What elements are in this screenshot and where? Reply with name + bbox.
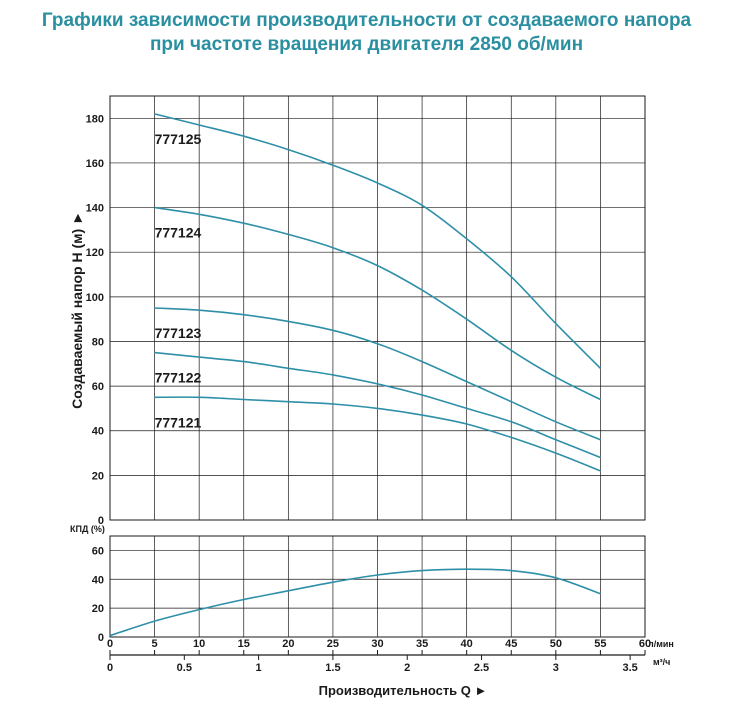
efficiency-y-tick-label: 40 xyxy=(92,574,104,586)
x-primary-tick-label: 25 xyxy=(327,638,339,650)
chart-title-line-1: Графики зависимости производительности о… xyxy=(41,10,692,31)
series-label-777121: 777121 xyxy=(155,414,202,430)
head-y-tick-label: 80 xyxy=(92,336,104,348)
x-primary-tick-label: 10 xyxy=(193,638,205,650)
x-primary-unit: л/мин xyxy=(648,639,674,649)
x-secondary-tick-label: 0.5 xyxy=(177,662,192,674)
x-secondary-tick-label: 3.5 xyxy=(622,662,637,674)
series-label-777123: 777123 xyxy=(155,325,202,341)
x-primary-tick-label: 15 xyxy=(238,638,250,650)
head-y-tick-label: 40 xyxy=(92,426,104,438)
series-label-777125: 777125 xyxy=(155,131,202,147)
x-primary-tick-label: 5 xyxy=(152,638,158,650)
x-secondary-tick-label: 2 xyxy=(404,662,410,674)
head-y-tick-label: 180 xyxy=(86,113,104,125)
head-curve-777124 xyxy=(154,206,601,401)
x-axis-label: Производительность Q ► xyxy=(319,683,488,698)
x-secondary-tick-label: 2.5 xyxy=(474,662,489,674)
x-secondary-unit: м³/ч xyxy=(653,657,670,667)
x-primary-tick-label: 60 xyxy=(639,638,651,650)
head-curve-777122 xyxy=(154,351,601,459)
efficiency-y-axis-label: КПД (%) xyxy=(70,524,105,534)
x-secondary-tick-label: 1.5 xyxy=(325,662,340,674)
head-y-tick-label: 20 xyxy=(92,470,104,482)
head-y-tick-label: 120 xyxy=(86,247,104,259)
x-secondary-tick-label: 3 xyxy=(553,662,559,674)
series-label-777122: 777122 xyxy=(155,370,202,386)
head-curve-777121 xyxy=(154,396,601,472)
head-y-tick-label: 60 xyxy=(92,381,104,393)
x-primary-tick-label: 55 xyxy=(594,638,606,650)
x-primary-tick-label: 45 xyxy=(505,638,517,650)
x-primary-tick-label: 0 xyxy=(107,638,113,650)
head-y-tick-label: 140 xyxy=(86,203,104,215)
head-y-axis-label: Создаваемый напор H (м) ► xyxy=(69,211,85,409)
head-y-tick-label: 0 xyxy=(98,515,104,527)
head-y-tick-label: 160 xyxy=(86,158,104,170)
efficiency-y-tick-label: 20 xyxy=(92,603,104,615)
head-curve-777125 xyxy=(154,113,601,369)
efficiency-curve xyxy=(109,568,601,637)
head-y-tick-label: 100 xyxy=(86,292,104,304)
x-primary-tick-label: 50 xyxy=(550,638,562,650)
series-label-777124: 777124 xyxy=(155,225,202,241)
head-curve-777123 xyxy=(154,307,601,441)
x-secondary-tick-label: 1 xyxy=(256,662,262,674)
x-secondary-tick-label: 0 xyxy=(107,662,113,674)
x-primary-tick-label: 40 xyxy=(461,638,473,650)
x-primary-tick-label: 20 xyxy=(282,638,294,650)
chart-title-line-2: при частоте вращения двигателя 2850 об/м… xyxy=(149,34,584,55)
x-primary-tick-label: 35 xyxy=(416,638,428,650)
efficiency-y-tick-label: 0 xyxy=(98,632,104,644)
efficiency-y-tick-label: 60 xyxy=(92,545,104,557)
x-primary-tick-label: 30 xyxy=(371,638,383,650)
